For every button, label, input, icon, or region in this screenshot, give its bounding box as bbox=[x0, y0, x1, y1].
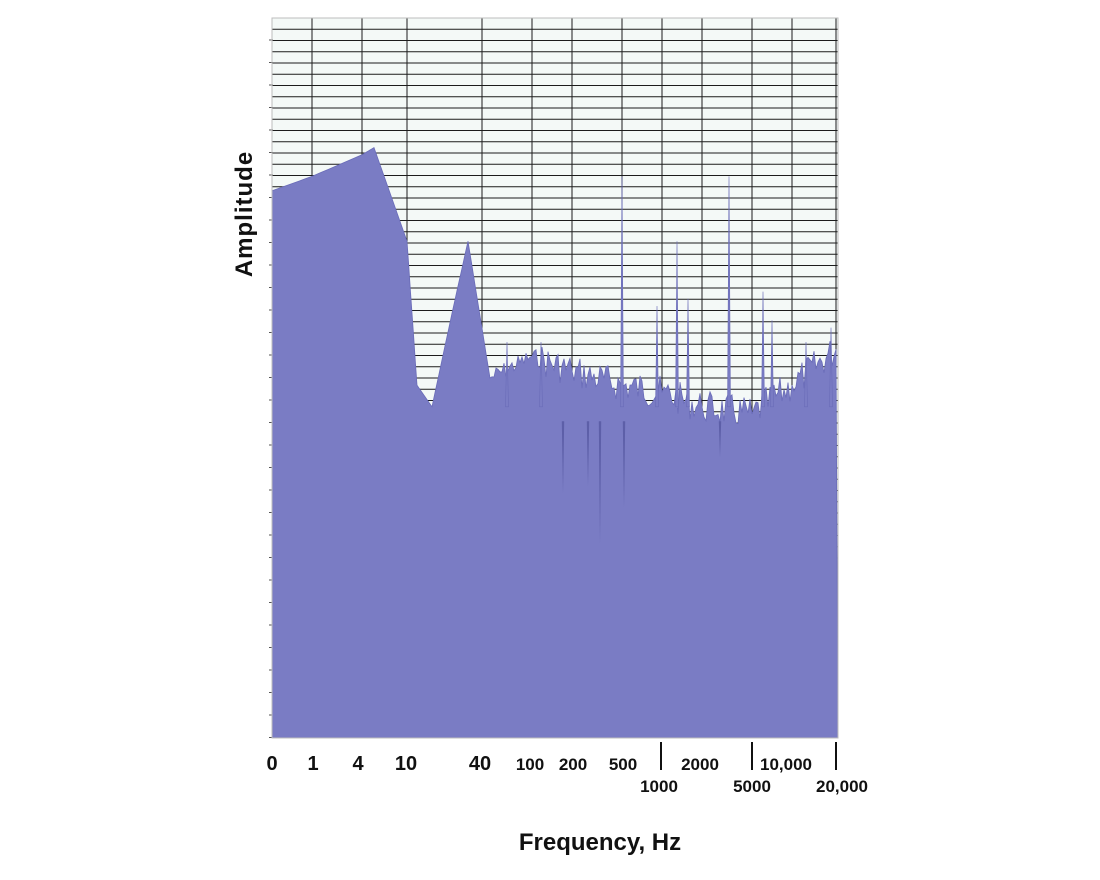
spectrum-peak bbox=[686, 298, 690, 408]
x-tick-label: 100 bbox=[516, 755, 544, 774]
spectrum-notch bbox=[586, 421, 590, 486]
x-tick-label: 2000 bbox=[681, 755, 719, 774]
x-tick-label: 10 bbox=[395, 753, 417, 775]
spectrum-notch bbox=[622, 421, 626, 508]
plot-border bbox=[271, 17, 839, 739]
spectrum-notch bbox=[718, 421, 722, 458]
spectrum-peak bbox=[539, 341, 543, 408]
x-tick-label: 40 bbox=[469, 753, 491, 775]
x-axis-ticks: 0 1 4 10 40 100 200 500 2000 10,000 1000 5000 20,000 bbox=[266, 742, 868, 796]
spectrum-notch bbox=[561, 421, 565, 494]
x-tick-label-lower: 1000 bbox=[640, 777, 678, 796]
spectrum-peak bbox=[620, 176, 624, 408]
spectrum-peak bbox=[804, 341, 808, 408]
spectrum-peak bbox=[829, 327, 833, 408]
spectrum-notch bbox=[598, 421, 602, 544]
x-axis-title: Frequency, Hz bbox=[519, 829, 681, 856]
spectrum-peak bbox=[761, 291, 765, 408]
x-tick-label: 1 bbox=[307, 753, 318, 775]
x-tick-label: 10,000 bbox=[760, 755, 812, 774]
x-tick-label-lower: 5000 bbox=[733, 777, 771, 796]
spectrum-peak bbox=[770, 320, 774, 408]
spectrum-peak bbox=[505, 341, 509, 408]
spectrum-peak bbox=[727, 176, 731, 408]
spectrum-peak bbox=[655, 305, 659, 408]
x-tick-label: 500 bbox=[609, 755, 637, 774]
x-tick-label: 200 bbox=[559, 755, 587, 774]
x-tick-label-lower: 20,000 bbox=[816, 777, 868, 796]
spectrum-spikes bbox=[505, 176, 833, 544]
spectrum-peak bbox=[675, 241, 679, 408]
x-tick-label: 4 bbox=[352, 753, 364, 775]
y-axis-title: Amplitude bbox=[231, 151, 258, 277]
x-tick-label: 0 bbox=[266, 753, 277, 775]
